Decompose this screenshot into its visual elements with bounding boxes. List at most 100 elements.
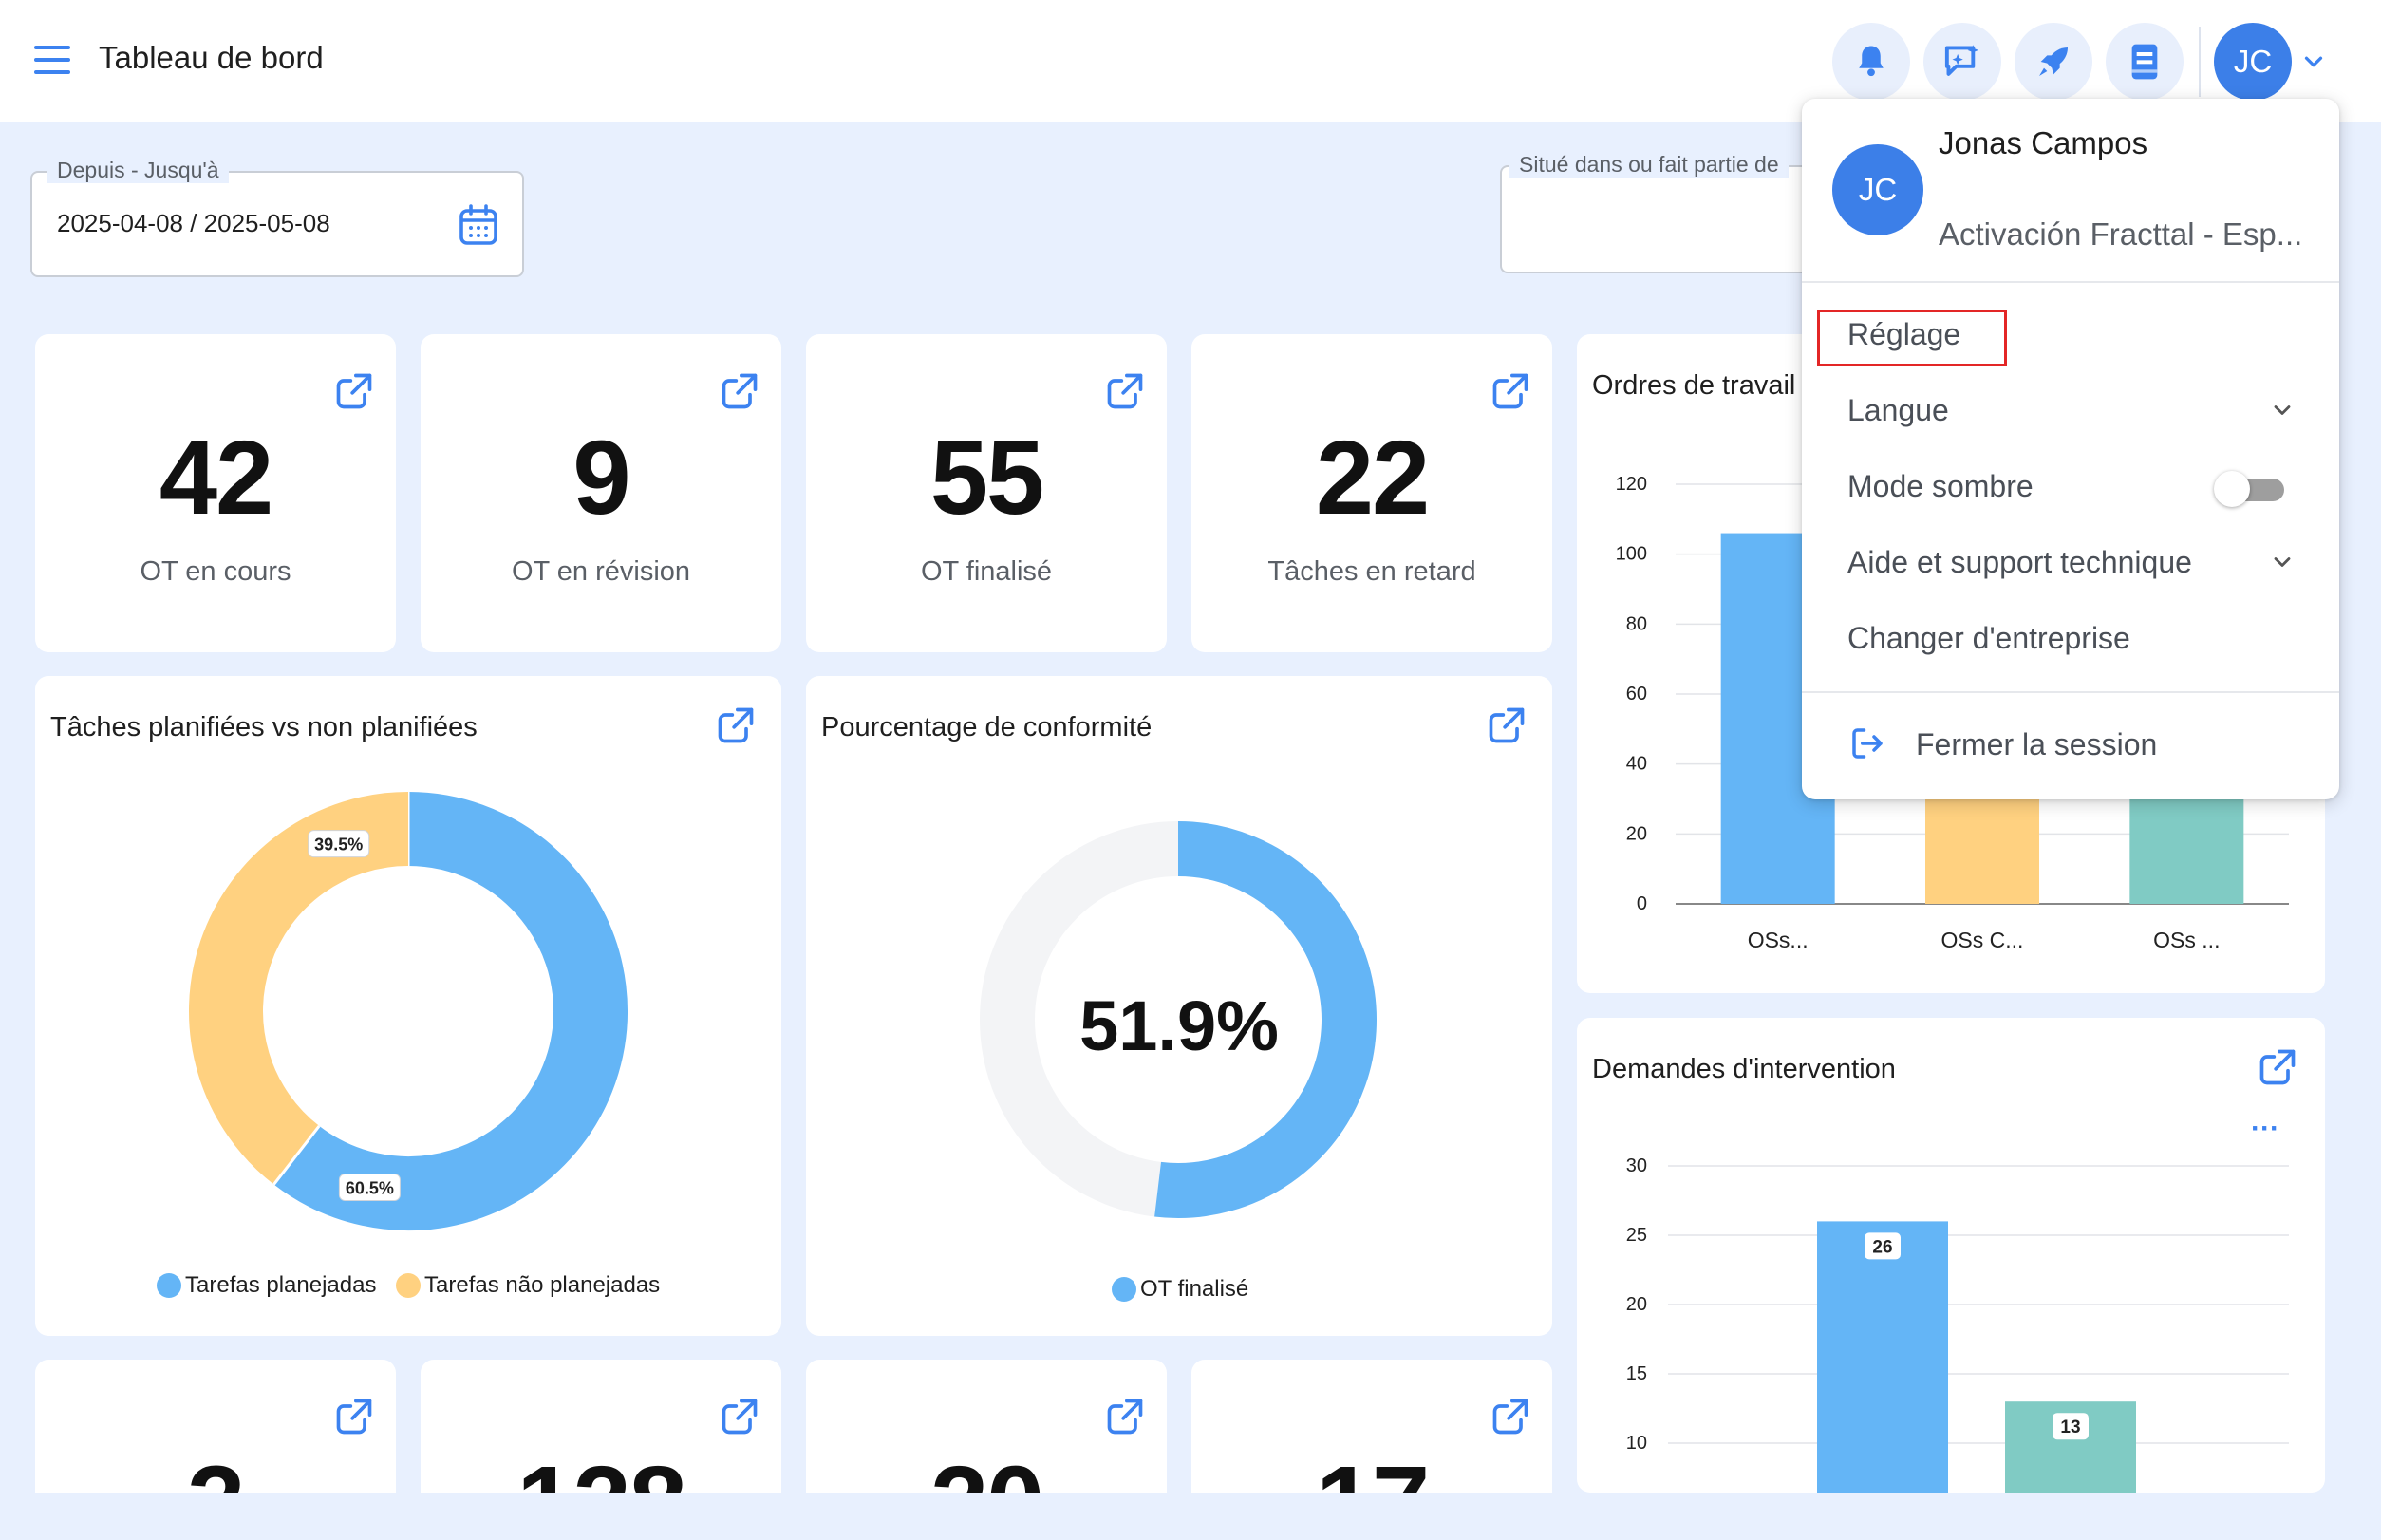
dark-mode-toggle[interactable] bbox=[2214, 471, 2284, 507]
legend-label: Tarefas não planejadas bbox=[424, 1272, 661, 1298]
card-title: Tâches planifiées vs non planifiées bbox=[50, 712, 478, 742]
menu-divider bbox=[1802, 281, 2339, 283]
documentation-button[interactable] bbox=[2106, 23, 2184, 101]
toolbar-divider bbox=[2199, 27, 2201, 97]
slice-separator bbox=[272, 1124, 321, 1186]
more-options-button[interactable]: ··· bbox=[2251, 1113, 2279, 1144]
date-range-value: 2025-04-08 / 2025-05-08 bbox=[57, 209, 330, 237]
menu-icon[interactable] bbox=[34, 46, 70, 74]
kpi-value: 42 bbox=[159, 420, 273, 536]
kpi-card: 3 bbox=[35, 1360, 396, 1493]
user-avatar-button[interactable]: JC bbox=[2214, 23, 2292, 101]
kpi-label: OT en révision bbox=[511, 556, 691, 587]
legend-dot bbox=[1112, 1277, 1136, 1302]
planned-tasks-card: Tâches planifiées vs non planifiées 60.5… bbox=[35, 676, 781, 1336]
donut-slice[interactable] bbox=[1154, 821, 1377, 1218]
x-tick-label: OSs... bbox=[1748, 928, 1809, 952]
compliance-value: 51.9% bbox=[1079, 986, 1279, 1065]
kpi-value: 17 bbox=[1191, 1443, 1552, 1493]
kpi-label: OT finalisé bbox=[920, 556, 1053, 587]
card-title: Ordres de travail bbox=[1592, 370, 1796, 401]
menu-item-help[interactable]: Aide et support technique bbox=[1847, 545, 2192, 579]
menu-item-language[interactable]: Langue bbox=[1847, 393, 1949, 427]
kpi-card: 128 bbox=[421, 1360, 781, 1493]
kpi-value: 128 bbox=[421, 1443, 781, 1493]
kpi-card-overdue-tasks: 22 Tâches en retard bbox=[1191, 334, 1552, 652]
chat-sparkle-icon bbox=[1944, 45, 1978, 76]
bar[interactable] bbox=[1817, 1221, 1948, 1493]
requests-bar-chart: 30 25 20 15 10 26 13 bbox=[1626, 1155, 2289, 1493]
external-link-icon[interactable] bbox=[1104, 370, 1146, 412]
kpi-label: Tâches en retard bbox=[1267, 556, 1476, 587]
user-name: Jonas Campos bbox=[1939, 125, 2148, 160]
y-tick-label: 15 bbox=[1626, 1363, 1647, 1384]
user-company: Activación Fracttal - Esp... bbox=[1939, 216, 2303, 252]
legend-item-unplanned[interactable]: Tarefas não planejadas bbox=[396, 1272, 660, 1299]
card-title: Pourcentage de conformité bbox=[821, 712, 1153, 742]
menu-item-settings[interactable]: Réglage bbox=[1847, 317, 1961, 351]
y-tick-label: 80 bbox=[1626, 613, 1647, 634]
location-label: Situé dans ou fait partie de bbox=[1509, 152, 1789, 178]
external-link-icon[interactable] bbox=[1486, 704, 1528, 746]
book-icon bbox=[2131, 44, 2158, 80]
kpi-card-ot-in-review: 9 OT en révision bbox=[421, 334, 781, 652]
external-link-icon[interactable] bbox=[1104, 1396, 1146, 1437]
x-tick-label: OSs ... bbox=[2153, 928, 2220, 952]
y-tick-label: 25 bbox=[1626, 1225, 1647, 1246]
x-tick-label: OSs C... bbox=[1941, 928, 2024, 952]
getting-started-button[interactable] bbox=[2015, 23, 2092, 101]
kpi-card-ot-finalized: 55 OT finalisé bbox=[806, 334, 1167, 652]
chevron-down-icon[interactable] bbox=[2299, 47, 2328, 76]
compliance-card: Pourcentage de conformité 51.9% OT final… bbox=[806, 676, 1552, 1336]
external-link-icon[interactable] bbox=[715, 704, 757, 746]
donut-slice[interactable] bbox=[273, 792, 628, 1230]
external-link-icon[interactable] bbox=[1490, 1396, 1531, 1437]
external-link-icon[interactable] bbox=[719, 370, 760, 412]
kpi-label: OT en cours bbox=[140, 556, 291, 587]
top-bar: Tableau de bord JC bbox=[0, 0, 2381, 122]
page-title: Tableau de bord bbox=[99, 40, 324, 75]
external-link-icon[interactable] bbox=[719, 1396, 760, 1437]
menu-item-switch-company[interactable]: Changer d'entreprise bbox=[1847, 621, 2130, 655]
kpi-card: 20 bbox=[806, 1360, 1167, 1493]
chevron-down-icon[interactable] bbox=[2269, 549, 2296, 575]
requests-card: Demandes d'intervention ··· 30 25 20 15 10 26… bbox=[1577, 1018, 2325, 1493]
y-tick-label: 100 bbox=[1616, 544, 1647, 565]
assistant-chat-button[interactable] bbox=[1923, 23, 2001, 101]
svg-text:60.5%: 60.5% bbox=[346, 1179, 394, 1198]
date-range-label: Depuis - Jusqu'à bbox=[47, 158, 229, 183]
donut-slice[interactable] bbox=[189, 792, 409, 1185]
user-menu: JC Jonas Campos Activación Fracttal - Es… bbox=[1802, 99, 2339, 799]
legend-dot bbox=[157, 1273, 181, 1298]
slice-label: 60.5% bbox=[338, 1174, 401, 1202]
kpi-card: 17 bbox=[1191, 1360, 1552, 1493]
kpi-value: 9 bbox=[572, 420, 630, 536]
y-tick-label: 10 bbox=[1626, 1433, 1647, 1454]
legend-label: Tarefas planejadas bbox=[185, 1272, 377, 1298]
calendar-icon[interactable] bbox=[458, 203, 499, 247]
external-link-icon[interactable] bbox=[333, 370, 375, 412]
external-link-icon[interactable] bbox=[2257, 1046, 2298, 1088]
legend-item-ot-finalized[interactable]: OT finalisé bbox=[1112, 1276, 1248, 1303]
settings-highlight-box bbox=[1817, 310, 2007, 366]
notifications-button[interactable] bbox=[1832, 23, 1910, 101]
y-tick-label: 20 bbox=[1626, 823, 1647, 844]
kpi-value: 22 bbox=[1315, 420, 1430, 536]
external-link-icon[interactable] bbox=[333, 1396, 375, 1437]
y-tick-label: 0 bbox=[1637, 893, 1647, 914]
date-range-field[interactable]: Depuis - Jusqu'à 2025-04-08 / 2025-05-08 bbox=[30, 158, 524, 277]
legend-item-planned[interactable]: Tarefas planejadas bbox=[157, 1272, 376, 1299]
y-tick-label: 30 bbox=[1626, 1155, 1647, 1176]
user-menu-avatar: JC bbox=[1832, 144, 1923, 235]
svg-text:39.5%: 39.5% bbox=[314, 836, 363, 855]
menu-item-logout[interactable]: Fermer la session bbox=[1916, 727, 2158, 761]
svg-text:13: 13 bbox=[2060, 1418, 2080, 1437]
logout-icon[interactable] bbox=[1847, 723, 1887, 763]
y-tick-label: 40 bbox=[1626, 754, 1647, 775]
y-tick-label: 120 bbox=[1616, 474, 1647, 495]
external-link-icon[interactable] bbox=[1490, 370, 1531, 412]
toggle-knob bbox=[2214, 471, 2250, 507]
svg-text:26: 26 bbox=[1872, 1237, 1892, 1257]
chevron-down-icon[interactable] bbox=[2269, 397, 2296, 423]
card-title: Demandes d'intervention bbox=[1592, 1054, 1896, 1084]
